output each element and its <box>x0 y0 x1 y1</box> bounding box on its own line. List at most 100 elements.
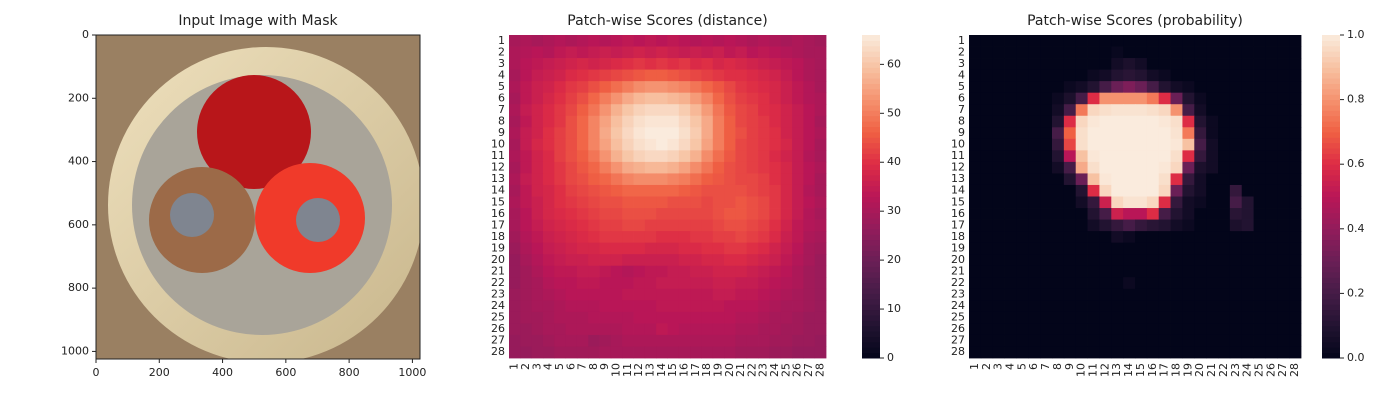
colorbar-segment <box>1322 228 1340 235</box>
heatmap-cell <box>1277 208 1290 220</box>
heatmap-cell <box>656 231 668 244</box>
heatmap-cell <box>735 161 748 174</box>
colorbar-segment <box>862 212 880 219</box>
heatmap-cell <box>780 92 793 105</box>
heatmap-cell <box>576 115 589 128</box>
heatmap-cell <box>1265 127 1278 140</box>
heatmap-cell <box>1170 334 1183 347</box>
heatmap-cell <box>554 184 567 197</box>
heatmap-cell <box>678 208 691 220</box>
heatmap-cell <box>769 196 782 209</box>
heatmap-cell <box>1218 127 1231 140</box>
heatmap-cell <box>1289 69 1302 82</box>
colorbar-segment <box>862 298 880 305</box>
heatmap-cell <box>1194 288 1207 301</box>
heatmap-cell <box>1229 277 1243 290</box>
x-tick-label: 13 <box>1110 363 1123 377</box>
colorbar-tick-label: 0.8 <box>1347 93 1365 106</box>
heatmap-cell <box>803 184 816 197</box>
heatmap-cell <box>678 173 691 186</box>
heatmap-cell <box>992 346 1005 359</box>
heatmap-cell <box>803 334 816 347</box>
heatmap-cell <box>1289 161 1302 174</box>
heatmap-cell <box>1289 254 1302 267</box>
heatmap-cell <box>1135 242 1148 255</box>
heatmap-cell <box>1146 242 1160 255</box>
heatmap-cell <box>1206 208 1219 220</box>
heatmap-cell <box>1229 138 1243 151</box>
heatmap-cell <box>1146 35 1160 47</box>
heatmap-cell <box>1158 300 1171 313</box>
heatmap-cell <box>803 346 816 359</box>
heatmap-cell <box>1004 311 1017 324</box>
heatmap-cell <box>576 219 589 232</box>
x-tick-label: 18 <box>700 363 713 377</box>
heatmap-cell <box>1265 58 1278 71</box>
heatmap-cell <box>1087 311 1100 324</box>
heatmap-cell <box>980 138 994 151</box>
x-tick-label: 13 <box>644 363 657 377</box>
heatmap-cell <box>509 346 521 359</box>
heatmap-cell <box>980 150 994 163</box>
heatmap-cell <box>1111 311 1124 324</box>
heatmap-cell <box>1075 104 1088 117</box>
heatmap-cell <box>701 300 714 313</box>
heatmap-cell <box>542 46 555 59</box>
x-tick-label: 3 <box>992 363 1005 370</box>
heatmap-cell <box>701 46 714 59</box>
heatmap-cell <box>520 265 533 278</box>
heatmap-cell <box>554 196 567 209</box>
heatmap-cell <box>1099 69 1112 82</box>
heatmap-cell <box>554 69 567 82</box>
heatmap-cell <box>1075 127 1088 140</box>
y-tick-label: 22 <box>491 276 505 289</box>
colorbar-segment <box>1322 271 1340 278</box>
heatmap-cell <box>678 311 691 324</box>
x-tick-label: 28 <box>813 363 826 377</box>
heatmap-cell <box>576 184 589 197</box>
heatmap-cell <box>1111 58 1124 71</box>
heatmap-cell <box>599 173 612 186</box>
heatmap-cell <box>1063 115 1077 128</box>
heatmap-cell <box>1146 346 1160 359</box>
heatmap-cell <box>814 115 827 128</box>
heatmap-cell <box>1170 35 1183 47</box>
heatmap-cell <box>1241 196 1254 209</box>
heatmap-cell <box>1229 104 1243 117</box>
y-tick-label: 800 <box>68 281 89 294</box>
heatmap-cell <box>633 115 646 128</box>
y-tick-label: 20 <box>491 253 505 266</box>
heatmap-cell <box>1241 92 1254 105</box>
heatmap-cell <box>1040 300 1053 313</box>
heatmap-cell <box>1052 254 1065 267</box>
heatmap-cell <box>1146 138 1160 151</box>
heatmap-cell <box>980 92 994 105</box>
heatmap-cell <box>1099 288 1112 301</box>
heatmap-cell <box>678 92 691 105</box>
heatmap-cell <box>1158 161 1171 174</box>
heatmap-cell <box>554 277 567 290</box>
heatmap-cell <box>969 150 982 163</box>
colorbar-segment <box>1322 185 1340 192</box>
heatmap-cell <box>780 208 793 220</box>
heatmap-cell <box>520 138 533 151</box>
y-tick-label: 14 <box>491 184 505 197</box>
heatmap-cell <box>622 161 634 174</box>
heatmap-cell <box>599 81 612 94</box>
heatmap-cell <box>509 334 521 347</box>
y-tick-label: 17 <box>491 218 505 231</box>
heatmap-cell <box>780 81 793 94</box>
heatmap-cell <box>633 150 646 163</box>
heatmap-cell <box>690 58 702 71</box>
heatmap-cell <box>1289 346 1302 359</box>
y-tick-label: 8 <box>958 115 965 128</box>
heatmap-cell <box>1194 92 1207 105</box>
heatmap-cell <box>1028 242 1041 255</box>
heatmap-cell <box>576 323 589 336</box>
heatmap-cell <box>803 35 816 47</box>
heatmap-cell <box>678 300 691 313</box>
heatmap-cell <box>712 219 725 232</box>
heatmap-cell <box>1111 35 1124 47</box>
heatmap-cell <box>1028 288 1041 301</box>
heatmap-cell <box>690 288 702 301</box>
